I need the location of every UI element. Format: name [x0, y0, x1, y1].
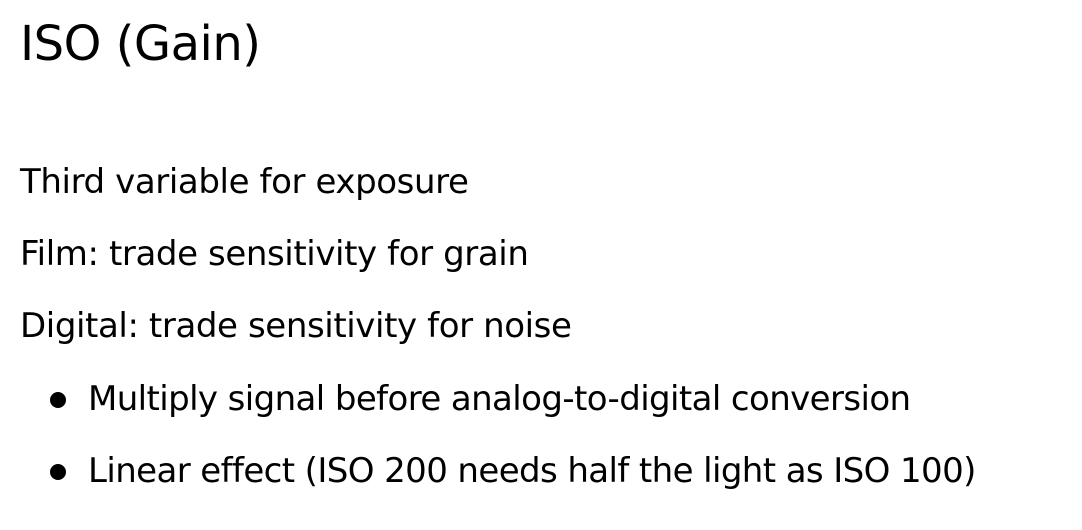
text-line-film: Film: trade sensitivity for grain — [20, 234, 529, 274]
slide-title: ISO (Gain) — [20, 16, 261, 72]
bullet-text: Multiply signal before analog-to-digital… — [88, 379, 911, 419]
bullet-text: Linear effect (ISO 200 needs half the li… — [88, 451, 976, 491]
text-line-digital: Digital: trade sensitivity for noise — [20, 306, 572, 346]
bullet-dot-icon — [50, 392, 66, 408]
text-line-exposure-variable: Third variable for exposure — [20, 162, 469, 202]
bullet-dot-icon — [50, 464, 66, 480]
